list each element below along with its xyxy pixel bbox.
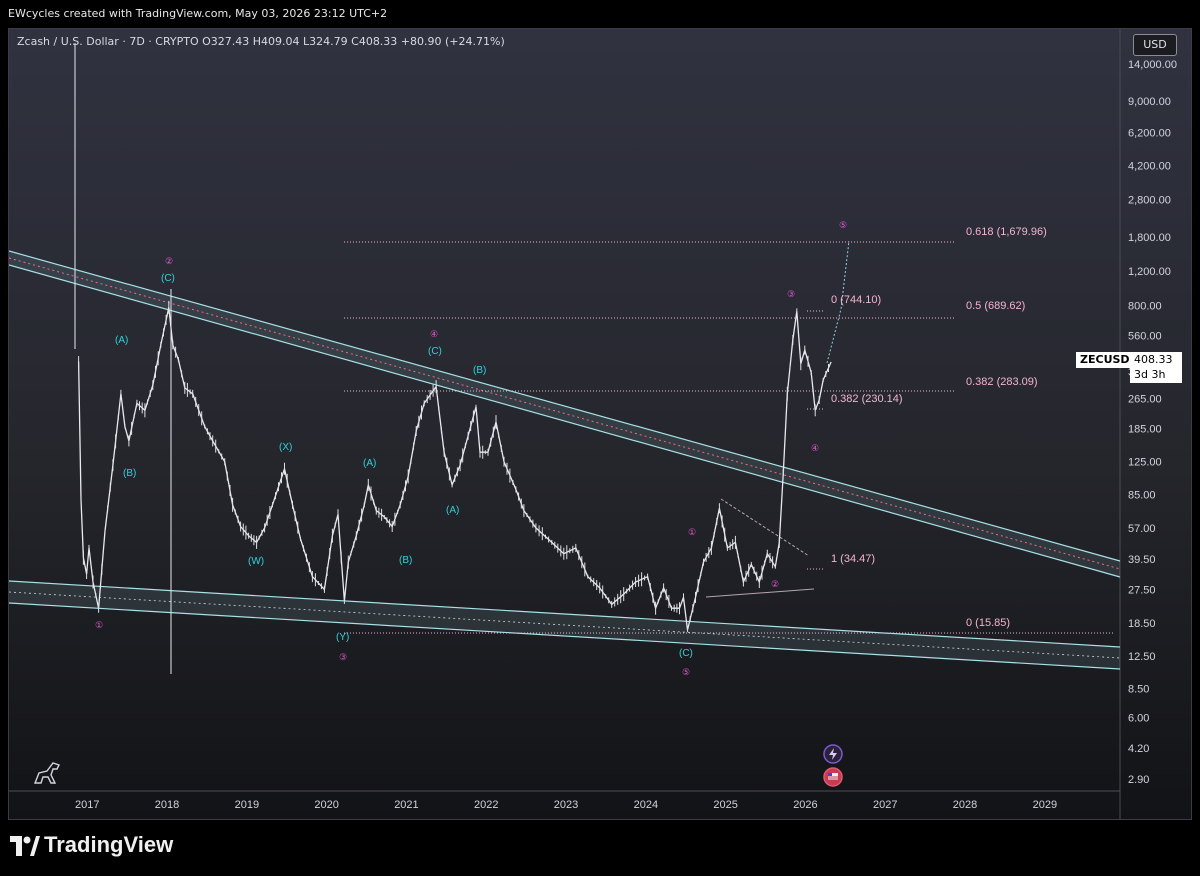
price-axis-tick: 1,800.00 xyxy=(1128,232,1171,244)
price-axis-tick: 125.00 xyxy=(1128,457,1162,469)
price-axis-tick: 2.90 xyxy=(1128,774,1149,786)
branding-footer: TradingView xyxy=(0,820,1200,876)
price-axis[interactable]: 14,000.00 9,000.00 6,200.00 4,200.00 2,800.0… xyxy=(1128,59,1177,786)
wave-label: (A) xyxy=(115,335,128,346)
price-series[interactable] xyxy=(77,300,832,632)
fib-labels: 0.618 (1,679.96) 0 (744.10) 0.5 (689.62)… xyxy=(831,226,1047,629)
fib-label: 0.382 (230.14) xyxy=(831,393,903,405)
fib-label: 0.618 (1,679.96) xyxy=(966,226,1047,238)
wave-label: (C) xyxy=(428,346,442,357)
wave-label: (A) xyxy=(363,458,376,469)
price-axis-tick: 39.50 xyxy=(1128,554,1156,566)
time-axis-tick: 2021 xyxy=(394,799,418,811)
wave-label: ② xyxy=(771,579,779,589)
symbol-legend: Zcash / U.S. Dollar · 7D · CRYPTO O327.4… xyxy=(17,35,505,48)
time-axis-tick: 2028 xyxy=(953,799,977,811)
wave-label: ⑤ xyxy=(839,220,847,230)
price-axis-tick: 18.50 xyxy=(1128,618,1156,630)
price-tag-price: 408.33 xyxy=(1134,353,1173,366)
time-axis-tick: 2023 xyxy=(554,799,578,811)
lower-trend-channel[interactable] xyxy=(9,580,1121,670)
fib-lines xyxy=(344,241,1114,634)
dino-icon xyxy=(33,762,60,784)
wave-labels[interactable]: ① (A) (B) ② (C) (W) (X) (Y) ③ (A) (B) ④ … xyxy=(95,220,847,677)
time-axis-tick: 2024 xyxy=(634,799,658,811)
price-axis-tick: 12.50 xyxy=(1128,651,1156,663)
wave-label: ④ xyxy=(430,329,438,339)
fib-label: 0.5 (689.62) xyxy=(966,300,1025,312)
time-axis-tick: 2025 xyxy=(713,799,737,811)
price-axis-tick: 6,200.00 xyxy=(1128,128,1171,140)
wave-label: ③ xyxy=(787,289,795,299)
price-axis-tick: 9,000.00 xyxy=(1128,96,1171,108)
price-axis-tick: 27.50 xyxy=(1128,584,1156,596)
tradingview-logo-icon xyxy=(10,836,40,856)
projection-path xyxy=(826,240,850,364)
price-chart[interactable]: 0.618 (1,679.96) 0 (744.10) 0.5 (689.62)… xyxy=(9,29,1191,819)
price-axis-tick: 6.00 xyxy=(1128,713,1149,725)
chart-attribution-bar: EWcycles created with TradingView.com, M… xyxy=(0,0,1200,28)
time-axis-tick: 2022 xyxy=(474,799,498,811)
price-axis-tick: 4,200.00 xyxy=(1128,160,1171,172)
wave-label: (B) xyxy=(473,365,486,376)
chart-panel[interactable]: 0.618 (1,679.96) 0 (744.10) 0.5 (689.62)… xyxy=(8,28,1192,820)
time-axis-tick: 2017 xyxy=(75,799,99,811)
time-axis-tick: 2018 xyxy=(155,799,179,811)
price-axis-tick: 185.00 xyxy=(1128,424,1162,436)
wave-label: (B) xyxy=(399,555,412,566)
price-tag-symbol: ZECUSD xyxy=(1076,352,1134,368)
wave-label: ⑤ xyxy=(682,667,690,677)
price-axis-tick: 1,200.00 xyxy=(1128,266,1171,278)
currency-button[interactable]: USD xyxy=(1133,34,1177,56)
price-tag-countdown: 3d 3h xyxy=(1134,368,1166,381)
wave-label: ① xyxy=(688,527,696,537)
fib-label: 0 (15.85) xyxy=(966,617,1010,629)
time-axis[interactable]: 2017 2018 2019 2020 2021 2022 2023 2024 2025 2026… xyxy=(75,799,1057,811)
time-axis-tick: 2027 xyxy=(873,799,897,811)
wave-label: ① xyxy=(95,620,103,630)
price-axis-tick: 57.00 xyxy=(1128,523,1156,535)
wave-label: (C) xyxy=(161,273,175,284)
wave-label: (X) xyxy=(279,442,292,453)
price-axis-tick: 8.50 xyxy=(1128,683,1149,695)
time-axis-tick: 2019 xyxy=(235,799,259,811)
price-axis-tick: 4.20 xyxy=(1128,743,1149,755)
price-line xyxy=(77,307,832,631)
fib-label: 0.382 (283.09) xyxy=(966,376,1038,388)
wave-label: ④ xyxy=(811,443,819,453)
fib-label: 0 (744.10) xyxy=(831,294,881,306)
price-tag-value: 408.33 3d 3h xyxy=(1130,352,1182,383)
price-axis-tick: 2,800.00 xyxy=(1128,195,1171,207)
wave-two-triangle xyxy=(705,498,815,598)
wave-label: (W) xyxy=(248,556,264,567)
us-flag-event-icon[interactable] xyxy=(823,767,843,787)
tradingview-wordmark: TradingView xyxy=(44,832,174,857)
price-axis-tick: 560.00 xyxy=(1128,330,1162,342)
wave-label: ② xyxy=(165,256,173,266)
price-axis-tick: 800.00 xyxy=(1128,300,1162,312)
lightning-event-icon[interactable] xyxy=(823,744,843,764)
wave-label: ③ xyxy=(339,652,347,662)
wave-label: (B) xyxy=(123,468,136,479)
price-axis-tick: 85.00 xyxy=(1128,489,1156,501)
upper-trend-channel[interactable] xyxy=(9,250,1121,578)
wave-label: (Y) xyxy=(336,632,349,643)
attribution-text: EWcycles created with TradingView.com, M… xyxy=(8,7,388,20)
time-axis-tick: 2020 xyxy=(314,799,338,811)
wave-label: (A) xyxy=(446,505,459,516)
time-axis-tick: 2029 xyxy=(1033,799,1057,811)
fib-label: 1 (34.47) xyxy=(831,553,875,565)
price-axis-tick: 265.00 xyxy=(1128,393,1162,405)
current-price-tag: ZECUSD 408.33 3d 3h xyxy=(1076,352,1184,383)
time-axis-tick: 2026 xyxy=(793,799,817,811)
price-axis-tick: 14,000.00 xyxy=(1128,59,1177,71)
wave-label: (C) xyxy=(679,648,693,659)
